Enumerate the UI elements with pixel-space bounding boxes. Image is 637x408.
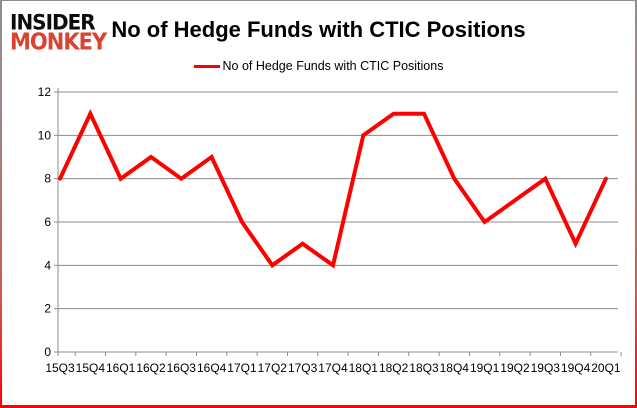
insider-monkey-logo: INSIDER MONKEY (10, 8, 107, 55)
x-tick-label: 18Q1 (349, 361, 379, 375)
x-axis-ticks (57, 352, 622, 356)
chart-title: No of Hedge Funds with CTIC Positions (111, 17, 526, 42)
x-tick-label: 17Q1 (227, 361, 257, 375)
chart-legend: No of Hedge Funds with CTIC Positions (2, 57, 635, 75)
x-tick-label: 17Q3 (288, 361, 318, 375)
x-tick-label: 16Q3 (167, 361, 197, 375)
y-tick-label: 10 (38, 128, 52, 142)
x-tick-label: 16Q4 (197, 361, 227, 375)
x-tick-label: 15Q3 (45, 361, 75, 375)
x-tick-label: 17Q4 (318, 361, 348, 375)
x-tick-label: 19Q4 (561, 361, 591, 375)
x-tick-label: 19Q1 (470, 361, 500, 375)
y-axis-labels: 0 2 4 6 8 10 12 (38, 85, 52, 359)
y-tick-label: 12 (38, 85, 52, 99)
y-tick-label: 2 (44, 302, 51, 316)
x-tick-label: 16Q2 (136, 361, 166, 375)
logo-text-monkey: MONKEY (10, 28, 107, 55)
y-tick-label: 8 (44, 172, 51, 186)
series-line (58, 108, 608, 269)
x-tick-label: 16Q1 (106, 361, 136, 375)
y-tick-label: 0 (44, 345, 51, 359)
x-tick-label: 18Q4 (440, 361, 470, 375)
x-tick-label: 18Q3 (409, 361, 439, 375)
x-tick-label: 17Q2 (258, 361, 288, 375)
x-tick-label: 15Q4 (76, 361, 106, 375)
x-tick-label: 19Q2 (500, 361, 530, 375)
y-tick-label: 4 (44, 258, 51, 272)
x-tick-label: 19Q3 (531, 361, 561, 375)
gridlines (54, 91, 618, 353)
x-tick-label: 18Q2 (379, 361, 409, 375)
legend-line-swatch (193, 64, 220, 68)
legend-label: No of Hedge Funds with CTIC Positions (222, 59, 444, 73)
x-axis-labels: 15Q3 15Q4 16Q1 16Q2 16Q3 16Q4 17Q1 17Q2 17Q3 17Q4… (45, 361, 621, 375)
x-tick-label: 20Q1 (591, 361, 621, 375)
logo-text-insider: INSIDER (10, 8, 96, 35)
y-tick-label: 6 (44, 215, 51, 229)
